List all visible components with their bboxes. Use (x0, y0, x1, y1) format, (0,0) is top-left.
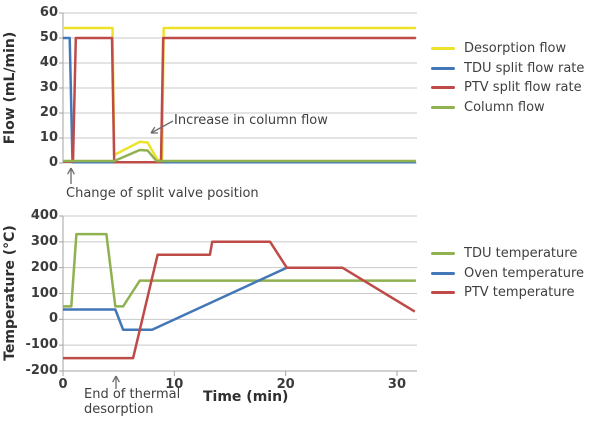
y-tick-label: 20 (39, 105, 58, 120)
y-tick-label: 100 (30, 285, 58, 301)
y-tick-label: 200 (30, 259, 58, 275)
legend-item: PTV temperature (431, 283, 584, 303)
annotation-change-split-valve: Change of split valve position (66, 186, 259, 201)
legend-item: Oven temperature (431, 264, 584, 284)
legend-swatch (431, 47, 455, 51)
legend-label: Desorption flow (464, 41, 567, 57)
y-tick-label: 300 (30, 233, 58, 249)
legend-label: Oven temperature (464, 265, 585, 281)
y-tick-label: 400 (30, 208, 58, 223)
y-tick-label: -200 (25, 363, 58, 378)
y-tick-label: 10 (39, 130, 58, 145)
series-line (63, 240, 416, 360)
legend-item: Column flow (431, 98, 584, 118)
legend-swatch (431, 252, 455, 256)
y-tick-label: 30 (39, 80, 58, 95)
series-line (63, 36, 416, 164)
series-line (63, 266, 288, 331)
series-line (63, 26, 416, 162)
y-tick-label: 0 (48, 155, 58, 170)
y-tick-label: 0 (48, 311, 58, 327)
legend-swatch (431, 66, 455, 70)
y-tick-label: 40 (39, 55, 58, 70)
legend-swatch (431, 86, 455, 90)
annotation-end-of-thermal-desorption: End of thermal desorption (84, 387, 181, 417)
x-tick-label: 10 (165, 377, 184, 392)
legend-item: PTV split flow rate (431, 78, 584, 98)
legend-swatch (431, 105, 455, 109)
legend-label: Column flow (464, 99, 545, 115)
x-tick-label: 0 (58, 377, 68, 392)
legend-item: TDU temperature (431, 244, 584, 264)
time-axis-title: Time (min) (203, 389, 289, 405)
series-line (63, 232, 416, 308)
legend-label: PTV temperature (464, 285, 575, 301)
y-tick-label: -100 (25, 337, 58, 353)
flow-legend: Desorption flow TDU split flow rate PTV sp… (431, 39, 584, 117)
legend-swatch (431, 271, 455, 275)
legend-swatch (431, 291, 455, 295)
x-tick-label: 20 (276, 377, 295, 392)
annotation-increase-column-flow: Increase in column flow (174, 113, 328, 128)
y-tick-label: 50 (39, 30, 58, 45)
x-tick-label: 30 (387, 377, 406, 392)
legend-item: Desorption flow (431, 39, 584, 59)
legend-item: TDU split flow rate (431, 59, 584, 79)
series-line (63, 36, 416, 164)
legend-label: PTV split flow rate (464, 80, 582, 96)
legend-label: TDU temperature (464, 246, 578, 262)
temperature-legend: TDU temperature Oven temperature PTV tempe… (431, 244, 584, 303)
legend-label: TDU split flow rate (464, 60, 585, 76)
series-line (63, 148, 416, 163)
y-tick-label: 60 (39, 5, 58, 20)
